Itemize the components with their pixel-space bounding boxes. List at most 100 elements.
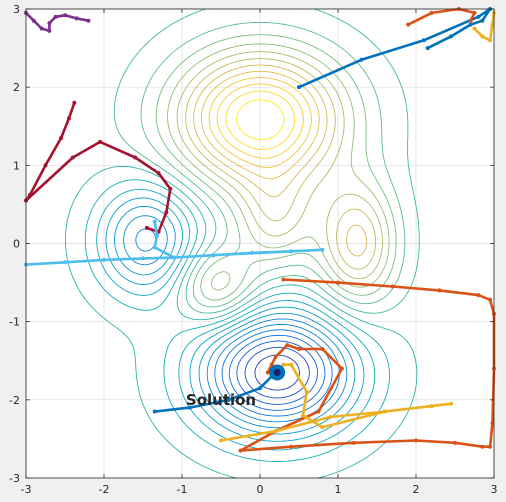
series-2-point-13 [155, 233, 160, 238]
series-0-point-5 [53, 14, 58, 19]
contour-level-20 [200, 70, 320, 180]
series-6-point-2 [390, 284, 395, 289]
series-6-point-21 [285, 343, 290, 348]
contour-level-19 [193, 64, 368, 257]
contour-level-15 [155, 34, 397, 301]
series-2-point-1 [63, 260, 67, 265]
series-1-point-7 [98, 139, 103, 144]
series-2-point-14 [152, 219, 157, 224]
series-4-point-0 [406, 22, 411, 27]
series-1-point-11 [164, 210, 169, 215]
series-8-point-3 [258, 386, 262, 391]
y-tick-label-4: 1 [13, 159, 20, 172]
series-3-point-2 [421, 38, 426, 43]
series-6-point-1 [336, 280, 340, 285]
contour-level-22 [216, 83, 304, 159]
series-8-point-1 [187, 405, 192, 410]
series-6 [238, 277, 496, 453]
contour-level-13 [113, 8, 420, 314]
series-7 [219, 362, 454, 443]
series-3-point-7 [449, 34, 454, 39]
series-3-point-8 [425, 46, 430, 51]
x-tick-label-1: -2 [99, 483, 110, 496]
series-5-point-3 [490, 22, 495, 27]
series-7-point-0 [219, 438, 223, 443]
series-0-point-4 [47, 21, 52, 26]
series-6-point-17 [316, 409, 321, 414]
series-1-point-6 [70, 155, 75, 160]
series-2-point-6 [250, 250, 255, 255]
contour-level-17 [176, 51, 383, 280]
series-0-point-3 [47, 28, 52, 33]
series-1-line [24, 102, 172, 234]
series-2-point-3 [141, 256, 145, 261]
contour-level-24 [236, 99, 285, 141]
series-6-point-22 [273, 354, 278, 359]
y-tick-label-2: -1 [9, 316, 20, 329]
series-5-point-1 [480, 34, 485, 39]
series-1-point-3 [43, 163, 48, 168]
series-6-point-19 [320, 347, 325, 352]
series-1 [24, 100, 173, 234]
contour-level-18 [185, 58, 377, 270]
series-5-point-0 [472, 26, 477, 31]
series-2-point-10 [211, 253, 216, 258]
series-3-point-6 [468, 22, 473, 27]
contour-level-4 [228, 334, 326, 411]
x-tick-label-3: 0 [257, 483, 264, 496]
contour-level-23 [225, 90, 296, 150]
series-7-point-5 [449, 401, 454, 406]
series-2-point-9 [289, 249, 294, 254]
series-6-point-10 [480, 444, 485, 449]
series-1-point-8 [133, 155, 138, 160]
series-4-point-3 [472, 10, 477, 15]
series-6-point-5 [488, 297, 493, 302]
series-8-point-2 [226, 397, 231, 402]
series-6-point-3 [437, 288, 442, 293]
series-6-point-12 [414, 438, 418, 443]
series-1-point-4 [27, 193, 32, 198]
x-tick-label-2: -1 [177, 483, 188, 496]
series-0-point-1 [31, 18, 36, 23]
series-7-point-10 [289, 362, 294, 367]
series-0-point-6 [63, 13, 67, 18]
y-tick-label-5: 2 [13, 81, 20, 94]
series-7-point-6 [382, 409, 387, 414]
series-1-point-10 [168, 186, 173, 191]
series-7-point-9 [304, 390, 309, 395]
series-6-point-0 [281, 277, 286, 282]
series-2-point-12 [152, 245, 157, 250]
series-5-point-2 [488, 38, 493, 43]
series-7-point-8 [300, 413, 305, 418]
series-8-point-0 [152, 409, 157, 414]
contour-level-2 [244, 346, 310, 399]
series-1-point-9 [156, 171, 161, 176]
y-tick-label-6: 3 [13, 3, 20, 16]
contour-level-21 [208, 77, 312, 168]
series-7-point-11 [281, 362, 286, 367]
series-2-point-8 [320, 247, 325, 252]
x-tick-label-0: -3 [21, 483, 32, 496]
series-2-point-2 [102, 257, 106, 262]
solution-marker [269, 364, 286, 381]
series-1-point-1 [66, 116, 71, 121]
series-0-point-7 [74, 16, 79, 21]
series-6-point-13 [351, 440, 356, 445]
series-7-point-1 [273, 429, 278, 434]
series-6-point-15 [238, 448, 243, 453]
series-6-line [239, 278, 496, 452]
series-3-point-3 [476, 14, 481, 19]
series-2 [24, 219, 325, 267]
series-6-point-11 [453, 440, 457, 445]
series-3-point-1 [359, 57, 364, 62]
x-tick-label-5: 2 [413, 483, 420, 496]
y-tick-label-1: -2 [9, 394, 20, 407]
series-6-point-14 [289, 444, 294, 449]
solution-point-center [273, 368, 281, 376]
series-7-point-7 [320, 425, 325, 430]
series-0-point-8 [86, 18, 91, 23]
contour-level-7 [123, 215, 348, 429]
series-4-point-4 [468, 18, 473, 23]
solution-annotation: Solution [186, 391, 256, 409]
